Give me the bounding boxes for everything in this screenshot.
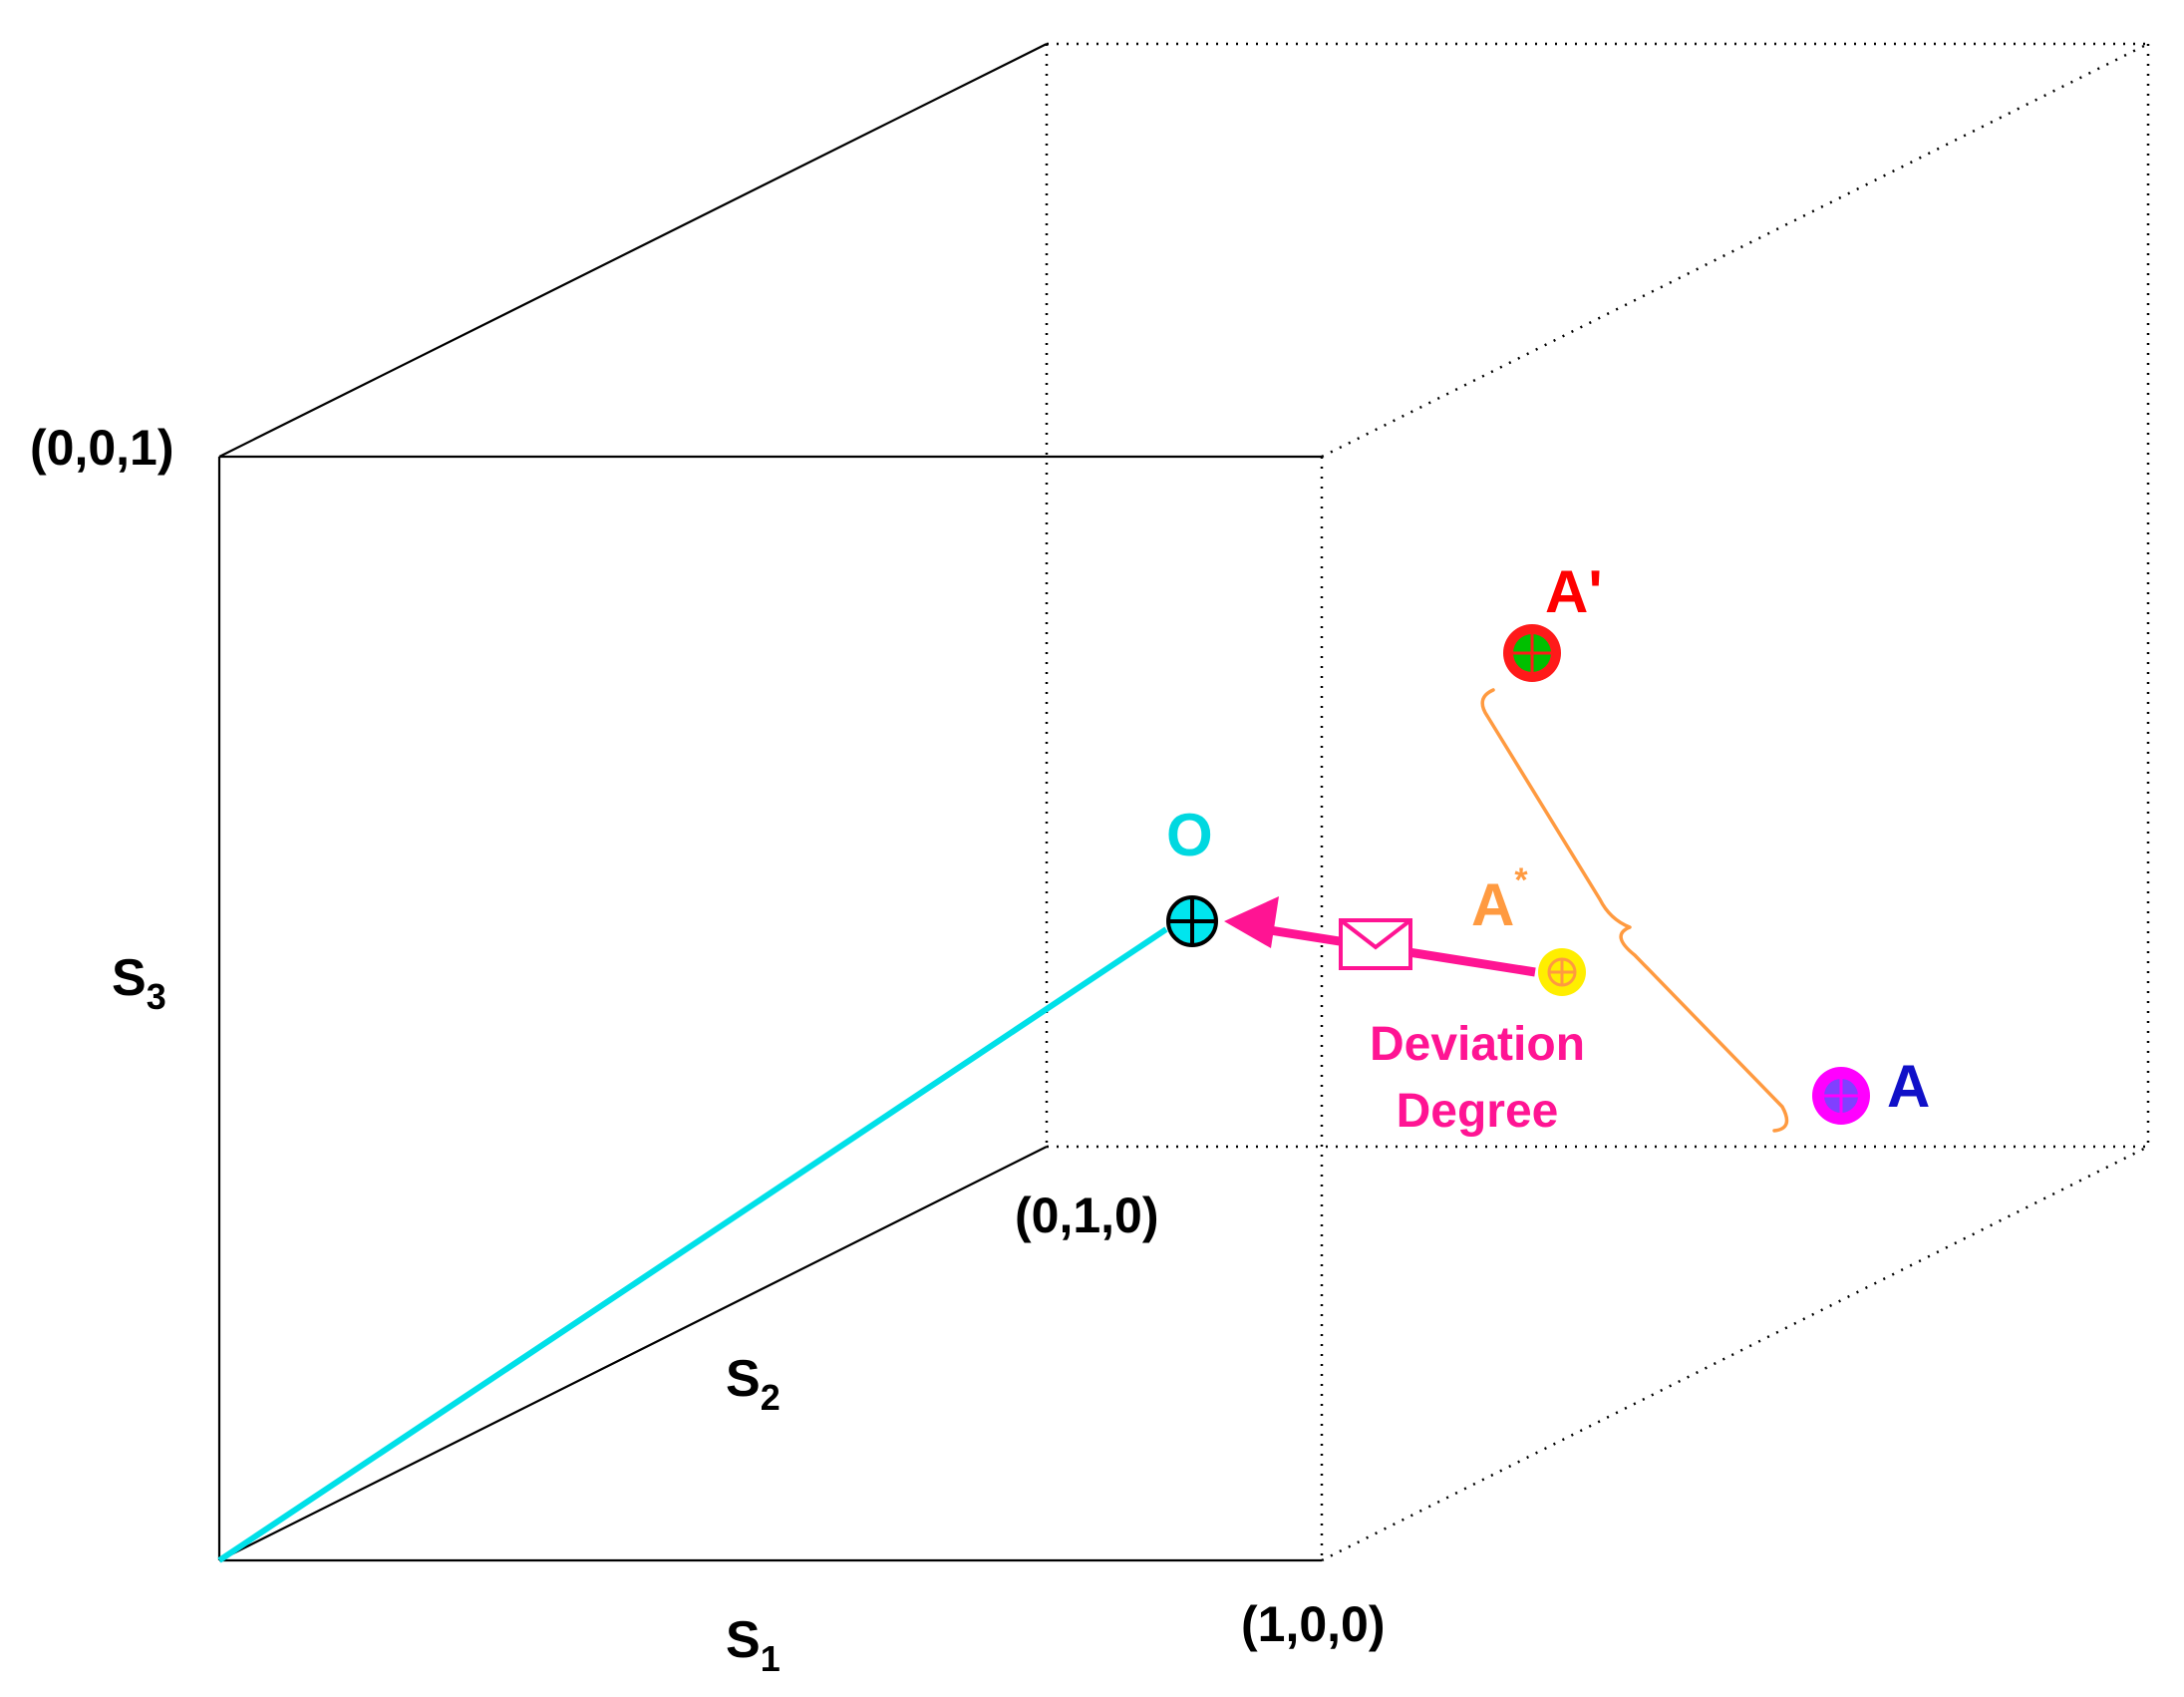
axis-label-s3-sub: 3 xyxy=(147,976,166,1017)
edge-origin-to-010 xyxy=(218,1146,1048,1561)
origin-to-o-line xyxy=(217,926,1168,1563)
axis-label-s3-base: S xyxy=(112,949,147,1007)
cube-solid-edges xyxy=(217,43,1322,1562)
point-o xyxy=(1166,895,1218,947)
point-label-a: A xyxy=(1887,1053,1930,1120)
deviation-degree-label-line2: Degree xyxy=(1397,1085,1559,1138)
axis-label-s2-base: S xyxy=(726,1350,761,1408)
axis-label-s2: S2 xyxy=(726,1350,780,1418)
point-label-a-star: A* xyxy=(1471,861,1528,938)
vertex-label-100: (1,0,0) xyxy=(1241,1596,1386,1652)
deviation-arrow-head xyxy=(1224,896,1279,948)
axis-label-s1: S1 xyxy=(726,1611,780,1679)
point-a-star xyxy=(1538,948,1586,996)
point-label-a-prime: A' xyxy=(1545,558,1603,625)
a-prime-to-a-brace xyxy=(1480,688,1789,1133)
axis-label-s2-sub: 2 xyxy=(761,1377,780,1418)
deviation-degree-label-line1: Deviation xyxy=(1370,1018,1585,1071)
vertex-label-001: (0,0,1) xyxy=(30,420,174,476)
deviation-arrow xyxy=(1224,896,1536,977)
point-a-prime xyxy=(1503,624,1561,682)
edge-101-to-111 xyxy=(1321,42,2149,459)
axis-label-s3: S3 xyxy=(112,949,166,1017)
envelope-icon xyxy=(1339,918,1412,970)
vertex-label-010: (0,1,0) xyxy=(1015,1188,1159,1243)
envelope-flap xyxy=(1339,918,1412,950)
axis-label-s1-sub: 1 xyxy=(761,1638,780,1679)
point-label-a-star-sup: * xyxy=(1514,861,1528,899)
point-label-o: O xyxy=(1166,802,1213,868)
edge-100-to-110 xyxy=(1321,1145,2149,1562)
edge-001-to-011 xyxy=(218,43,1048,458)
point-label-a-star-base: A xyxy=(1471,871,1514,938)
cube-dotted-edges xyxy=(1045,42,2150,1562)
point-a xyxy=(1812,1067,1870,1125)
axis-label-s1-base: S xyxy=(726,1611,761,1669)
